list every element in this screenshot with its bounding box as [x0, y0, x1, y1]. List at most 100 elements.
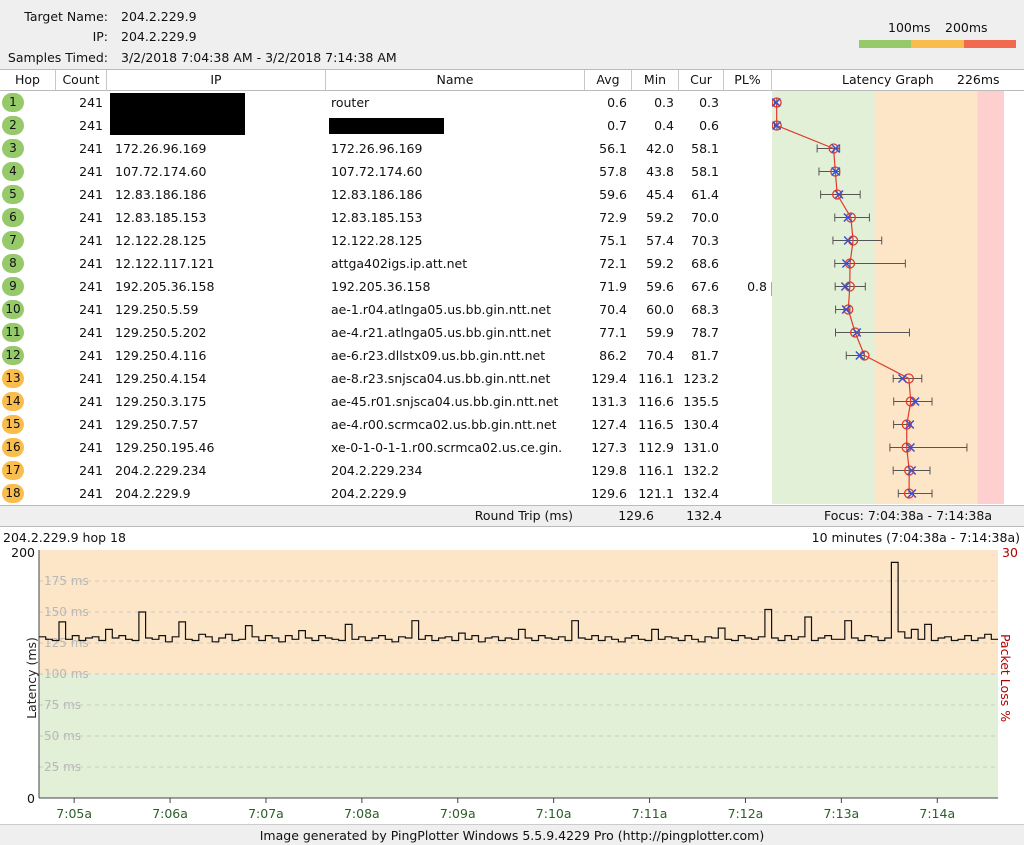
hop-count: 241 [79, 440, 103, 455]
hop-row[interactable]: 3 241 172.26.96.169 172.26.96.169 56.1 42.0 58… [0, 137, 771, 160]
hop-count: 241 [79, 371, 103, 386]
hop-cur: 58.1 [691, 164, 719, 179]
x-tick-label: 7:10a [536, 806, 572, 821]
cur-marker [897, 373, 908, 384]
y-grid-label: 50 ms [44, 729, 81, 743]
hop-name: attga402igs.ip.att.net [331, 256, 468, 271]
hop-number: 3 [2, 139, 24, 158]
hop-row[interactable]: 5 241 12.83.186.186 12.83.186.186 59.6 45.4 61… [0, 183, 771, 206]
timeline-range: 10 minutes (7:04:38a - 7:14:38a) [812, 530, 1020, 545]
latency-series-line [39, 561, 998, 643]
x-tick-label: 7:08a [344, 806, 380, 821]
hop-number: 18 [2, 484, 24, 503]
hop-cur: 135.5 [683, 394, 719, 409]
hop-cur: 132.2 [683, 463, 719, 478]
hop-avg: 127.4 [591, 417, 627, 432]
hop-row[interactable]: 11 241 129.250.5.202 ae-4.r21.atlnga05.us.b… [0, 321, 771, 344]
hop-row[interactable]: 2 241 0.7 0.4 0.6 [0, 93, 771, 137]
hop-avg: 70.4 [599, 302, 627, 317]
hop-min: 0.3 [654, 95, 674, 110]
col-name[interactable]: Name [326, 70, 585, 91]
hop-row[interactable]: 7 241 12.122.28.125 12.122.28.125 75.1 57.4 70… [0, 229, 771, 252]
hop-number: 10 [2, 300, 24, 319]
timeline-zone-orange [39, 550, 998, 674]
x-tick-label: 7:14a [919, 806, 955, 821]
hop-number: 6 [2, 208, 24, 227]
hop-name: ae-8.r23.snjsca04.us.bb.gin.ntt.net [331, 371, 551, 386]
hop-min: 116.1 [638, 463, 674, 478]
cur-marker [852, 327, 862, 338]
cur-marker [841, 258, 851, 269]
hop-count: 241 [79, 164, 103, 179]
hop-ip: 192.205.36.158 [115, 279, 215, 294]
timeline-title: 204.2.229.9 hop 18 [3, 530, 126, 545]
hop-ip: 204.2.229.9 [115, 486, 191, 501]
latency-graph-max: 226ms [957, 72, 1000, 87]
hop-row[interactable]: 15 241 129.250.7.57 ae-4.r00.scrmca02.us.bb… [0, 413, 771, 436]
hop-count: 241 [79, 279, 103, 294]
x-tick-label: 7:09a [440, 806, 476, 821]
hop-min: 116.5 [638, 417, 674, 432]
hop-name: xe-0-1-0-1-1.r00.scrmca02.us.ce.gin. [331, 440, 563, 455]
x-tick-label: 7:13a [823, 806, 859, 821]
hop-count: 241 [79, 118, 103, 133]
hop-min: 60.0 [646, 302, 674, 317]
hop-row[interactable]: 9 241 192.205.36.158 192.205.36.158 71.9 59.6… [0, 275, 777, 298]
hop-row[interactable]: 6 241 12.83.185.153 12.83.185.153 72.9 59.2 70… [0, 206, 771, 229]
cur-marker [772, 97, 781, 108]
avg-marker [772, 97, 782, 108]
hop-count: 241 [79, 210, 103, 225]
hop-row[interactable]: 14 241 129.250.3.175 ae-45.r01.snjsca04.us.… [0, 390, 771, 413]
hop-name: ae-1.r04.atlnga05.us.bb.gin.ntt.net [331, 302, 552, 317]
col-ip[interactable]: IP [107, 70, 326, 91]
col-min[interactable]: Min [632, 70, 679, 91]
hop-ip: 172.26.96.169 [115, 141, 207, 156]
y-grid-label: 125 ms [44, 636, 89, 650]
hop-name: 192.205.36.158 [331, 279, 431, 294]
col-latency-graph[interactable]: Latency Graph 226ms [772, 70, 1024, 91]
hop-name: 12.122.28.125 [331, 233, 423, 248]
legend-red-bar [964, 40, 1016, 48]
hop-row[interactable]: 12 241 129.250.4.116 ae-6.r23.dllstx09.us.b… [0, 344, 771, 367]
cur-marker [840, 281, 850, 292]
hop-count: 241 [79, 256, 103, 271]
y-max-label: 200 [11, 545, 35, 560]
hop-ip: 129.250.7.57 [115, 417, 199, 432]
hop-number: 16 [2, 438, 24, 457]
hop-avg: 72.1 [599, 256, 627, 271]
hop-avg: 56.1 [599, 141, 627, 156]
col-cur[interactable]: Cur [679, 70, 724, 91]
samples-value: 3/2/2018 7:04:38 AM - 3/2/2018 7:14:38 A… [121, 50, 397, 65]
cur-marker [831, 166, 841, 177]
hop-cur: 130.4 [683, 417, 719, 432]
hop-avg: 0.6 [607, 95, 627, 110]
hop-row[interactable]: 17 241 204.2.229.234 204.2.229.234 129.8 116.… [0, 459, 771, 482]
round-trip-cur: 132.4 [686, 508, 722, 523]
hop-avg: 75.1 [599, 233, 627, 248]
focus-range: Focus: 7:04:38a - 7:14:38a [823, 508, 992, 523]
col-pl[interactable]: PL% [724, 70, 772, 91]
legend-100ms: 100ms [888, 20, 931, 35]
col-count[interactable]: Count [56, 70, 107, 91]
hop-row[interactable]: 10 241 129.250.5.59 ae-1.r04.atlnga05.us.bb… [0, 298, 771, 321]
hop-row[interactable]: 16 241 129.250.195.46 xe-0-1-0-1-1.r00.scrm… [0, 436, 771, 459]
hop-ip: 12.83.185.153 [115, 210, 207, 225]
hop-pl: 0.8 [747, 279, 767, 294]
col-hop[interactable]: Hop [0, 70, 56, 91]
hop-min: 43.8 [646, 164, 674, 179]
hop-row[interactable]: 4 241 107.72.174.60 107.72.174.60 57.8 43.8 58… [0, 160, 771, 183]
hop-count: 241 [79, 463, 103, 478]
hop-row[interactable]: 8 241 12.122.117.121 attga402igs.ip.att.net… [0, 252, 771, 275]
hop-row[interactable]: 18 241 204.2.229.9 204.2.229.9 129.6 121.1 132… [0, 482, 771, 505]
hop-row[interactable]: 13 241 129.250.4.154 ae-8.r23.snjsca04.us.b… [0, 367, 771, 390]
hop-cur: 131.0 [683, 440, 719, 455]
avg-marker [843, 304, 854, 315]
x-tick-label: 7:05a [56, 806, 92, 821]
col-avg[interactable]: Avg [585, 70, 632, 91]
hop-min: 121.1 [638, 486, 674, 501]
avg-marker [849, 327, 861, 338]
hop-cur: 0.6 [699, 118, 719, 133]
legend-200ms: 200ms [945, 20, 988, 35]
hop-ip: 129.250.4.116 [115, 348, 207, 363]
hop-min: 42.0 [646, 141, 674, 156]
